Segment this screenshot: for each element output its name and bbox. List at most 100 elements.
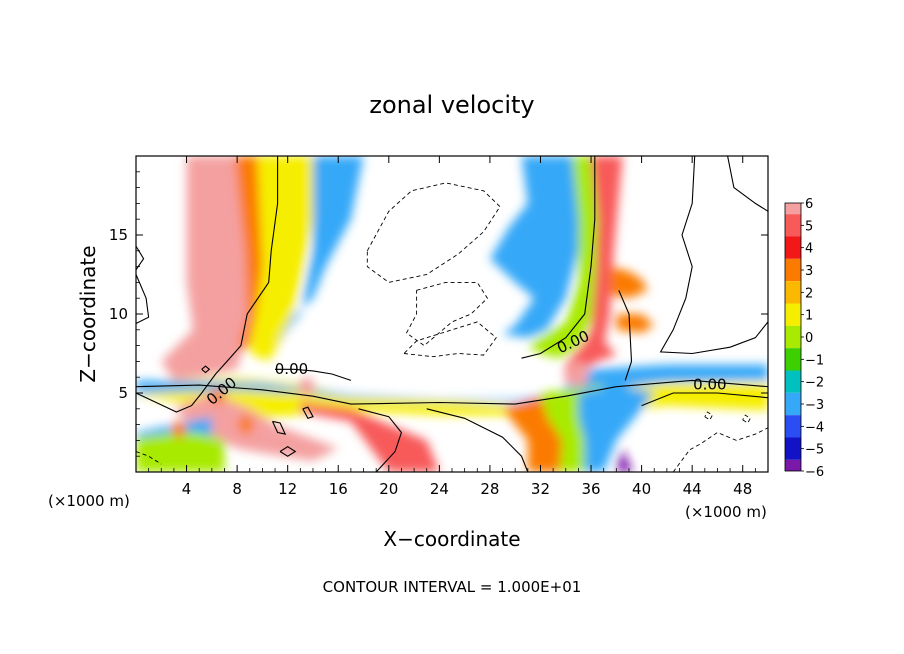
contour-line-0 [136, 156, 279, 413]
contour-line-12 [272, 420, 287, 435]
velocity-region-11 [527, 156, 604, 359]
velocity-region-14 [616, 314, 655, 333]
contour-negative-22 [742, 414, 751, 424]
colorbar-label-12: −6 [805, 465, 824, 480]
contour-label-3: 0.00 [693, 376, 726, 394]
colorbar-swatch-7 [785, 348, 801, 371]
contour-interval-note: CONTOUR INTERVAL = 1.000E+01 [323, 578, 582, 596]
contour-line-6 [426, 408, 529, 472]
colorbar-label-8: −2 [805, 376, 824, 391]
colorbar-label-3: 3 [805, 264, 813, 279]
velocity-fields [136, 156, 768, 472]
colorbar-label-11: −5 [805, 443, 824, 458]
colorbar-label-5: 1 [805, 309, 813, 324]
contour-line-15 [201, 365, 211, 374]
velocity-region-6 [300, 402, 440, 472]
contour-negative-19 [136, 451, 162, 465]
colorbar-label-2: 4 [805, 242, 813, 257]
velocity-spot-5 [211, 388, 225, 405]
x-tick-label-5: 24 [430, 480, 449, 498]
velocity-spot-1 [299, 377, 315, 397]
contour-line-8 [659, 156, 768, 355]
field-smoothing-group [136, 156, 768, 472]
contour-line-13 [302, 406, 314, 419]
contour-negative-17 [405, 281, 488, 347]
colorbar-swatch-2 [785, 236, 801, 259]
velocity-region-0 [161, 156, 257, 381]
velocity-spot-2 [238, 415, 254, 435]
velocity-spot-3 [172, 420, 186, 439]
contour-line-3 [521, 156, 596, 359]
y-tick-label-2: 15 [109, 226, 128, 244]
colorbar-label-6: 0 [805, 331, 813, 346]
velocity-region-5 [136, 364, 768, 403]
contour-label-1: 0.00 [275, 360, 308, 378]
colorbar-frame [784, 202, 802, 472]
velocity-spot-4 [287, 391, 301, 408]
colorbar-label-4: 2 [805, 286, 813, 301]
contour-line-2 [275, 368, 352, 381]
velocity-region-19 [616, 448, 633, 472]
colorbar: 6 5 4 3 2 1 0 −1 −2 −3 −4 −5 −6 [784, 197, 824, 480]
plot-area: 0.000.000.000.00 4 8 12 16 20 24 28 32 36 40 44 485… [109, 155, 769, 498]
contour-line-5 [358, 408, 403, 472]
colorbar-label-0: 6 [805, 197, 813, 212]
y-tick-label-0: 5 [118, 384, 128, 402]
colorbar-swatch-6 [785, 325, 801, 349]
contour-line-10 [136, 274, 150, 324]
colorbar-label-7: −1 [805, 353, 824, 368]
contour-line-1 [136, 379, 768, 405]
velocity-region-2 [249, 156, 320, 362]
colorbar-swatch-8 [785, 370, 801, 393]
contour-line-11 [136, 245, 145, 271]
colorbar-label-10: −4 [805, 420, 824, 435]
contour-negative-18 [403, 321, 497, 358]
contour-line-7 [641, 392, 768, 407]
x-axis-label: X−coordinate [383, 527, 520, 551]
x-tick-label-1: 8 [232, 480, 242, 498]
contour-lines [136, 156, 768, 472]
colorbar-swatch-11 [785, 437, 801, 460]
colorbar-swatch-1 [785, 214, 801, 237]
contour-line-4 [618, 290, 633, 381]
velocity-spot-0 [568, 361, 589, 387]
contour-negative-20 [672, 427, 768, 472]
x-tick-label-9: 40 [632, 480, 651, 498]
velocity-region-3 [275, 156, 364, 346]
colorbar-label-9: −3 [805, 398, 824, 413]
velocity-region-18 [578, 385, 655, 472]
x-tick-label-6: 28 [480, 480, 499, 498]
y-tick-label-1: 10 [109, 305, 128, 323]
colorbar-swatch-9 [785, 392, 801, 416]
x-tick-label-8: 36 [581, 480, 600, 498]
y-axis-label: Z−coordinate [76, 245, 100, 382]
colorbar-label-1: 5 [805, 219, 813, 234]
velocity-region-9 [136, 432, 225, 472]
velocity-region-10 [489, 156, 591, 338]
chart-title: zonal velocity [369, 91, 534, 119]
velocity-region-1 [234, 156, 263, 354]
contour-negative-16 [366, 182, 501, 283]
x-tick-label-4: 20 [379, 480, 398, 498]
colorbar-swatch-10 [785, 415, 801, 438]
velocity-region-7 [173, 393, 339, 461]
colorbar-swatch-5 [785, 303, 801, 326]
x-tick-label-0: 4 [182, 480, 192, 498]
velocity-region-13 [610, 266, 648, 299]
velocity-region-12 [578, 156, 623, 362]
x-tick-label-7: 32 [531, 480, 550, 498]
colorbar-swatch-4 [785, 281, 801, 304]
x-unit-right: (×1000 m) [685, 503, 767, 521]
colorbar-swatch-12 [785, 459, 801, 471]
x-unit-left: (×1000 m) [48, 492, 130, 510]
x-tick-label-2: 12 [278, 480, 297, 498]
colorbar-swatch-3 [785, 258, 801, 282]
colorbar-swatch-0 [785, 203, 801, 215]
x-tick-label-3: 16 [329, 480, 348, 498]
x-tick-label-10: 44 [683, 480, 702, 498]
velocity-region-15 [565, 340, 617, 386]
x-tick-label-11: 48 [733, 480, 752, 498]
contour-line-14 [279, 446, 297, 457]
